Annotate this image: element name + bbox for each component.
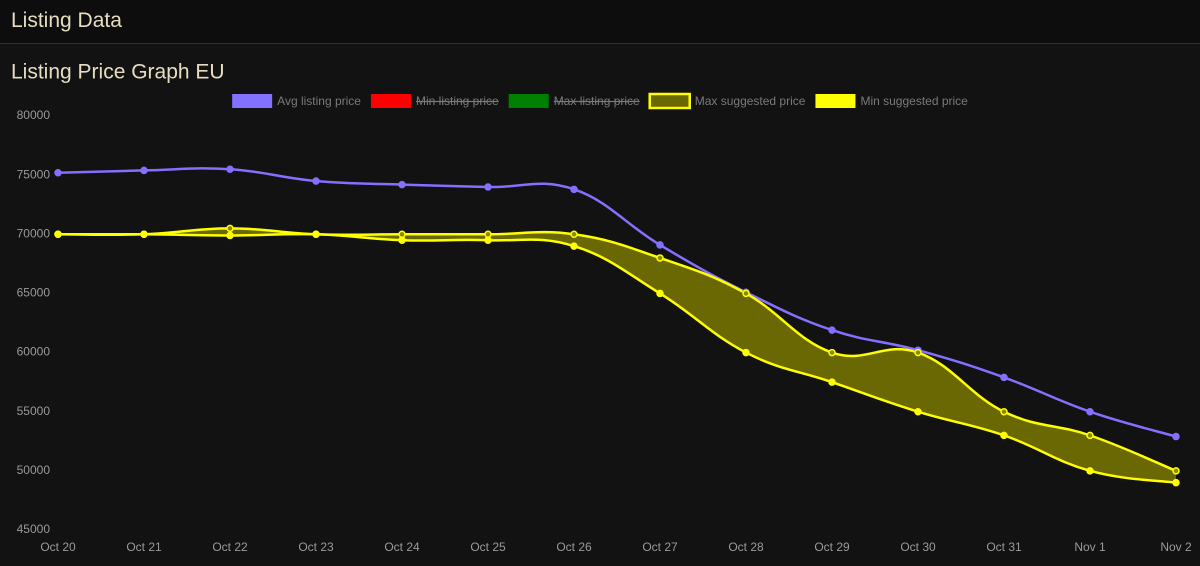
legend-swatch — [370, 94, 411, 108]
x-tick-label: Oct 26 — [556, 540, 592, 554]
header: Listing Data — [0, 0, 1200, 44]
x-tick-label: Oct 23 — [298, 540, 334, 554]
data-point — [1000, 431, 1008, 440]
data-point — [1000, 407, 1008, 416]
data-point — [656, 254, 664, 262]
data-point — [742, 289, 750, 298]
y-tick-label: 80000 — [17, 108, 51, 122]
legend-label: Max listing price — [554, 94, 640, 108]
line-layer — [57, 167, 1177, 484]
data-point — [312, 230, 320, 239]
y-tick-label: 45000 — [17, 522, 51, 536]
legend-label: Avg listing price — [277, 94, 361, 108]
x-tick-label: Oct 28 — [728, 540, 764, 554]
x-tick-label: Nov 1 — [1074, 540, 1106, 554]
data-point — [398, 180, 406, 189]
data-point — [226, 231, 234, 240]
data-point — [484, 183, 492, 191]
data-point — [828, 348, 836, 357]
series-line — [57, 167, 1177, 438]
data-point — [312, 177, 320, 185]
y-tick-label: 75000 — [17, 167, 51, 181]
y-tick-label: 50000 — [17, 463, 51, 477]
legend-label: Max suggested price — [695, 94, 806, 108]
x-tick-label: Oct 29 — [814, 540, 850, 554]
x-tick-label: Oct 24 — [384, 540, 420, 554]
legend-swatch — [648, 92, 691, 110]
data-point — [226, 224, 234, 233]
x-tick-label: Oct 20 — [40, 540, 76, 554]
data-point — [1172, 467, 1180, 475]
x-tick-label: Oct 27 — [642, 540, 678, 554]
x-tick-label: Nov 2 — [1160, 540, 1192, 554]
data-point — [140, 166, 148, 175]
legend-label: Min suggested price — [860, 94, 968, 108]
x-tick-label: Oct 22 — [212, 540, 248, 554]
legend-swatch — [232, 94, 273, 108]
data-point — [1172, 432, 1180, 441]
data-point — [1086, 431, 1094, 440]
y-tick-label: 55000 — [17, 404, 51, 418]
header-title: Listing Data — [11, 9, 122, 32]
data-point — [570, 230, 578, 239]
data-point — [656, 241, 664, 249]
data-point — [828, 326, 836, 334]
series-line — [57, 232, 1177, 484]
legend: Avg listing price Min listing price Max li… — [232, 92, 968, 110]
fill-layer — [58, 228, 1176, 483]
legend-swatch — [508, 94, 549, 108]
data-point — [1086, 407, 1094, 416]
data-point — [54, 230, 62, 239]
legend-label: Min listing price — [416, 94, 499, 108]
y-tick-label: 65000 — [17, 286, 51, 300]
x-tick-label: Oct 30 — [900, 540, 936, 554]
legend-swatch — [815, 94, 856, 108]
data-point — [54, 169, 62, 177]
x-tick-label: Oct 31 — [986, 540, 1022, 554]
data-point — [1000, 373, 1008, 382]
data-point — [398, 236, 406, 244]
chart: Listing Price Graph EU 45000 50000 55000 60… — [11, 61, 1192, 555]
point-layer — [54, 165, 1180, 487]
data-point — [656, 289, 664, 298]
area-fill — [58, 228, 1176, 483]
data-point — [1086, 467, 1094, 475]
data-point — [742, 348, 750, 357]
data-point — [570, 242, 578, 250]
data-point — [484, 236, 492, 244]
data-point — [226, 165, 234, 173]
data-point — [484, 230, 492, 239]
data-point — [914, 348, 922, 357]
data-point — [570, 185, 578, 194]
x-tick-label: Oct 25 — [470, 540, 506, 554]
data-point — [914, 407, 922, 416]
data-point — [1172, 478, 1180, 487]
chart-title: Listing Price Graph EU — [11, 61, 225, 84]
data-point — [828, 378, 836, 386]
y-tick-label: 60000 — [17, 345, 51, 359]
data-point — [140, 230, 148, 239]
data-point — [398, 230, 406, 239]
series-line — [57, 227, 1177, 473]
y-tick-label: 70000 — [17, 226, 51, 240]
x-tick-label: Oct 21 — [126, 540, 162, 554]
